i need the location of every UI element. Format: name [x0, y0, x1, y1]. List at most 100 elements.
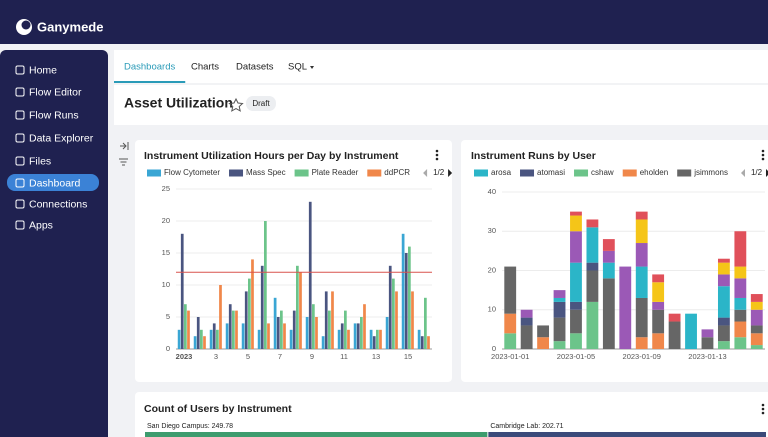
- bar-segment: [570, 211, 582, 216]
- brand[interactable]: Ganymede: [37, 19, 103, 34]
- bar: [212, 323, 216, 349]
- x-tick-label: 3: [214, 352, 218, 361]
- bar: [209, 329, 213, 349]
- pager-next[interactable]: [448, 169, 453, 177]
- nav-item[interactable]: Files: [29, 155, 51, 167]
- bar-segment: [668, 321, 681, 349]
- bar: [251, 259, 254, 349]
- menu-dot[interactable]: [435, 149, 439, 153]
- nav-icon: [15, 199, 25, 209]
- bar-segment: [734, 321, 747, 338]
- bar-segment: [750, 325, 763, 334]
- bar-segment: [553, 341, 566, 349]
- bar: [385, 317, 389, 349]
- legend-label[interactable]: Flow Cytometer: [164, 168, 220, 177]
- bar-segment: [520, 317, 533, 326]
- tab[interactable]: Charts: [191, 62, 219, 73]
- bar-segment: [553, 301, 566, 318]
- bar-segment: [586, 301, 599, 349]
- bar: [292, 310, 296, 349]
- bar-segment: [734, 337, 747, 349]
- bar-segment: [717, 274, 730, 287]
- bar-segment: [734, 297, 747, 310]
- bar: [289, 329, 293, 349]
- menu-dot[interactable]: [761, 411, 765, 415]
- legend-label[interactable]: Plate Reader: [312, 168, 359, 177]
- nav-item[interactable]: Home: [29, 64, 57, 76]
- bar: [324, 291, 328, 349]
- legend-label[interactable]: Mass Spec: [246, 168, 286, 177]
- x-tick-label: 2023-01-01: [491, 352, 529, 361]
- bar-segment: [734, 309, 747, 322]
- bar-segment: [717, 341, 730, 349]
- bar-segment: [619, 266, 632, 349]
- pager-prev[interactable]: [740, 169, 745, 177]
- filter-icon[interactable]: [119, 158, 128, 166]
- chart-title: Instrument Runs by User: [471, 150, 596, 162]
- legend-label[interactable]: cshaw: [591, 168, 614, 177]
- bar-segment: [652, 282, 665, 302]
- menu-dot[interactable]: [435, 153, 439, 157]
- bar: [356, 323, 360, 349]
- bar-segment: [635, 297, 648, 338]
- bar: [360, 317, 363, 349]
- bar: [417, 329, 421, 349]
- y-tick-label: 10: [488, 305, 496, 314]
- menu-dot[interactable]: [761, 407, 765, 411]
- bar-segment: [652, 274, 665, 283]
- y-tick-label: 30: [488, 226, 496, 235]
- legend-label[interactable]: eholden: [640, 168, 668, 177]
- bar-segment: [570, 215, 582, 232]
- treemap-cell: [145, 432, 488, 437]
- bar: [235, 310, 238, 349]
- bar: [424, 297, 427, 349]
- bar: [408, 246, 411, 349]
- legend-label[interactable]: jsimmons: [693, 168, 728, 177]
- menu-dot[interactable]: [761, 153, 765, 157]
- tab[interactable]: Dashboards: [124, 62, 175, 73]
- pager-prev[interactable]: [423, 169, 428, 177]
- menu-dot[interactable]: [761, 149, 765, 153]
- bar: [376, 329, 379, 349]
- legend-label[interactable]: atomasi: [537, 168, 565, 177]
- nav-item[interactable]: Dashboard: [29, 177, 81, 189]
- bar-segment: [602, 262, 615, 279]
- bar-segment: [750, 345, 763, 349]
- bar-segment: [701, 329, 714, 338]
- legend-label[interactable]: ddPCR: [384, 168, 410, 177]
- nav-item[interactable]: Flow Runs: [29, 109, 79, 121]
- menu-dot[interactable]: [435, 157, 439, 161]
- bar: [392, 278, 395, 349]
- bar: [216, 329, 219, 349]
- bar: [353, 323, 357, 349]
- pager-next[interactable]: [765, 169, 768, 177]
- card: [135, 392, 768, 437]
- bar-segment: [717, 325, 730, 342]
- legend-label[interactable]: arosa: [491, 168, 512, 177]
- bar: [184, 304, 187, 349]
- y-tick-label: 20: [488, 265, 496, 274]
- legend-swatch: [574, 169, 589, 177]
- bar: [193, 336, 197, 349]
- menu-dot[interactable]: [761, 403, 765, 407]
- bar-segment: [734, 231, 747, 267]
- bar-segment: [668, 313, 681, 322]
- bar-segment: [635, 219, 648, 244]
- tab[interactable]: Datasets: [236, 62, 274, 73]
- nav-item[interactable]: Flow Editor: [29, 86, 82, 98]
- tab[interactable]: SQL: [288, 62, 307, 73]
- nav-item[interactable]: Apps: [29, 219, 53, 231]
- star-icon[interactable]: [228, 97, 244, 112]
- treemap-cell: [488, 432, 766, 437]
- collapse-icon[interactable]: [120, 142, 129, 150]
- legend-swatch: [677, 169, 692, 177]
- nav-item[interactable]: Connections: [29, 198, 87, 210]
- nav-item[interactable]: Data Explorer: [29, 132, 94, 144]
- y-tick-label: 10: [162, 280, 170, 289]
- bar-segment: [553, 290, 566, 298]
- bar: [372, 336, 376, 349]
- menu-dot[interactable]: [761, 157, 765, 161]
- bar: [196, 317, 200, 349]
- bar: [260, 265, 264, 349]
